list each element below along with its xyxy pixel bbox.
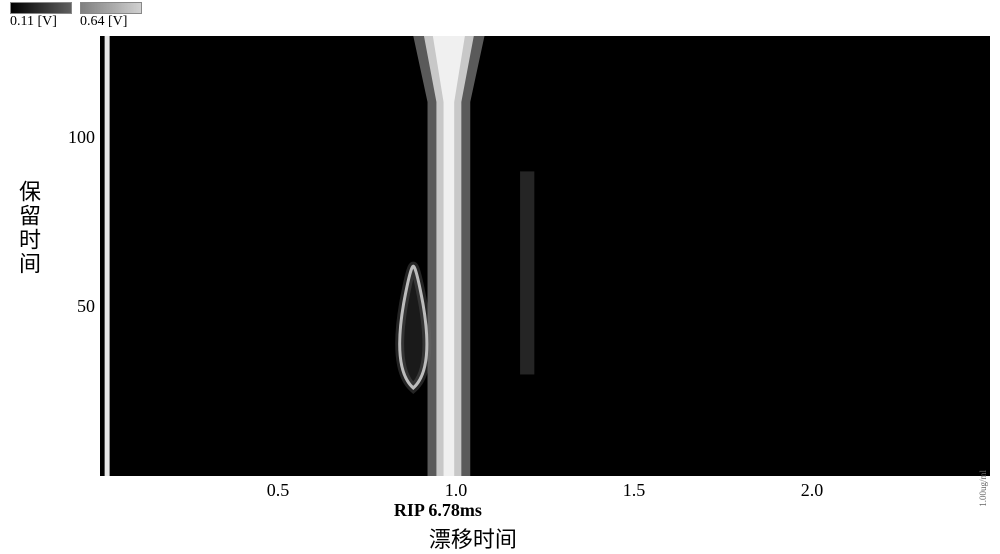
y-tick-label: 100 (45, 127, 95, 148)
y-axis-title: 保留时间 (12, 180, 44, 276)
plot-area: 1.00ug/ml (100, 36, 990, 476)
x-tick-label: 1.0 (426, 480, 486, 501)
colorbar-strip-high (80, 2, 142, 14)
heatmap-svg (100, 36, 990, 476)
x-tick-label: 1.5 (604, 480, 664, 501)
rip-label: RIP 6.78ms (394, 500, 482, 521)
colorbar-min-label: 0.11 [V] (10, 14, 57, 30)
x-axis-title: 漂移时间 (429, 522, 517, 554)
y-tick-label: 50 (45, 296, 95, 317)
x-tick-label: 2.0 (782, 480, 842, 501)
x-tick-label: 0.5 (248, 480, 308, 501)
colorbar-max-label: 0.64 [V] (80, 14, 127, 30)
watermark-label: 1.00ug/ml (978, 470, 988, 507)
chart-container: 0.11 [V] 0.64 [V] 保留时间 50 100 1.00ug/ml 0… (0, 0, 1000, 534)
colorbar-strip-low (10, 2, 72, 14)
colorbar: 0.11 [V] 0.64 [V] (10, 2, 170, 32)
